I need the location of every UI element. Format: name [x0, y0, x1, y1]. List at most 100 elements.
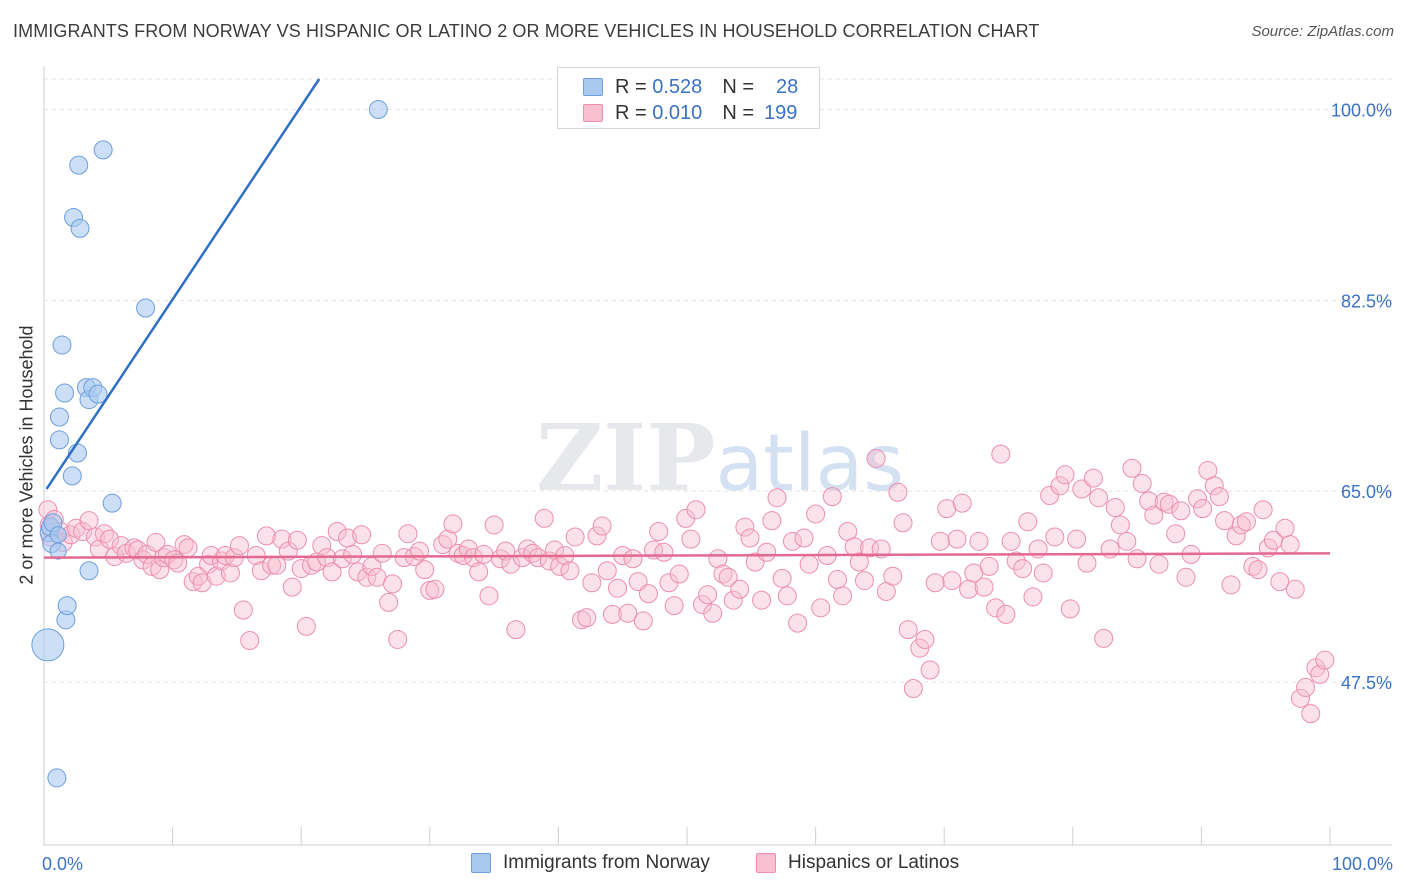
legend-n-value: 199	[764, 101, 798, 124]
data-point-hispanic	[1296, 677, 1316, 697]
data-point-norway	[69, 155, 89, 175]
data-point-hispanic	[681, 529, 701, 549]
data-point-hispanic	[777, 586, 797, 606]
data-point-hispanic	[206, 566, 226, 586]
data-point-hispanic	[974, 577, 994, 597]
y-tick-label: 65.0%	[1341, 482, 1392, 502]
axes	[43, 66, 1392, 846]
data-point-hispanic	[1270, 572, 1290, 592]
data-point-hispanic	[164, 550, 184, 570]
hispanics-series	[38, 444, 1335, 724]
data-point-hispanic	[1176, 567, 1196, 587]
data-point-hispanic	[565, 527, 585, 547]
data-point-hispanic	[822, 487, 842, 507]
data-point-hispanic	[730, 579, 750, 599]
data-point-hispanic	[1139, 491, 1159, 511]
data-point-hispanic	[1023, 587, 1043, 607]
data-point-norway	[55, 383, 75, 403]
data-point-hispanic	[757, 542, 777, 562]
data-point-hispanic	[1253, 500, 1273, 520]
data-point-hispanic	[348, 562, 368, 582]
data-point-hispanic	[272, 529, 292, 549]
data-point-hispanic	[633, 611, 653, 631]
data-point-norway	[102, 493, 122, 513]
data-point-hispanic	[1132, 474, 1152, 494]
data-point-hispanic	[484, 515, 504, 535]
data-point-hispanic	[1045, 527, 1065, 547]
data-point-norway	[79, 561, 99, 581]
data-point-hispanic	[1159, 494, 1179, 514]
data-point-hispanic	[740, 528, 760, 548]
data-point-hispanic	[322, 562, 342, 582]
data-point-hispanic	[925, 573, 945, 593]
data-point-hispanic	[1083, 468, 1103, 488]
data-point-hispanic	[256, 526, 276, 546]
data-point-hispanic	[602, 604, 622, 624]
data-point-hispanic	[352, 525, 372, 545]
data-point-hispanic	[592, 516, 612, 536]
data-point-hispanic	[833, 586, 853, 606]
data-point-hispanic	[587, 526, 607, 546]
data-point-hispanic	[357, 567, 377, 587]
data-point-hispanic	[893, 513, 913, 533]
data-point-hispanic	[910, 638, 930, 658]
y-tick-label: 47.5%	[1341, 673, 1392, 693]
data-point-hispanic	[762, 511, 782, 531]
legend-item-norway[interactable]: Immigrants from Norway	[471, 852, 710, 874]
data-point-norway	[88, 384, 108, 404]
data-point-hispanic	[438, 529, 458, 549]
data-point-hispanic	[915, 629, 935, 649]
data-point-hispanic	[296, 616, 316, 636]
data-point-hispanic	[73, 522, 93, 542]
data-point-hispanic	[1013, 559, 1033, 579]
data-point-hispanic	[1077, 553, 1097, 573]
data-point-hispanic	[597, 561, 617, 581]
data-point-hispanic	[654, 542, 674, 562]
data-point-hispanic	[506, 620, 526, 640]
data-point-hispanic	[903, 679, 923, 699]
chart-title: IMMIGRANTS FROM NORWAY VS HISPANIC OR LA…	[13, 21, 1040, 41]
data-point-hispanic	[991, 444, 1011, 464]
swatch-hispanic	[756, 853, 776, 873]
data-point-hispanic	[735, 517, 755, 537]
data-point-hispanic	[550, 556, 570, 576]
legend-item-hispanic[interactable]: Hispanics or Latinos	[756, 852, 959, 874]
data-point-hispanic	[1226, 526, 1246, 546]
x-tick-label: 100.0%	[1332, 854, 1393, 874]
legend-swatch-norway	[583, 78, 603, 96]
legend-swatch-hispanic	[583, 104, 603, 122]
data-point-hispanic	[433, 535, 453, 555]
data-point-hispanic	[512, 548, 532, 568]
trend-line-hispanic	[43, 552, 1331, 559]
data-point-hispanic	[100, 529, 120, 549]
data-point-hispanic	[788, 613, 808, 633]
data-point-norway	[49, 407, 69, 427]
data-point-hispanic	[1127, 549, 1147, 569]
data-point-hispanic	[1149, 554, 1169, 574]
legend-r-value: 0.010	[652, 101, 703, 124]
data-point-hispanic	[174, 535, 194, 555]
data-point-hispanic	[383, 574, 403, 594]
data-point-hispanic	[1166, 524, 1186, 544]
legend-r-value: 0.528	[652, 75, 703, 98]
data-point-hispanic	[713, 564, 733, 584]
data-point-hispanic	[947, 529, 967, 549]
tick-labels: 47.5% 65.0% 82.5% 100.0% 0.0% 100.0%	[42, 101, 1393, 874]
data-point-hispanic	[649, 522, 669, 542]
data-point-hispanic	[1033, 563, 1053, 583]
data-point-hispanic	[669, 564, 689, 584]
legend-label-hispanic: Hispanics or Latinos	[788, 852, 960, 873]
data-point-hispanic	[233, 600, 253, 620]
data-point-hispanic	[1018, 512, 1038, 532]
data-point-hispanic	[388, 629, 408, 649]
data-point-hispanic	[474, 544, 494, 564]
data-point-hispanic	[332, 549, 352, 569]
data-point-hispanic	[415, 560, 435, 580]
data-point-hispanic	[1060, 599, 1080, 619]
data-point-hispanic	[1310, 664, 1330, 684]
data-point-hispanic	[1248, 560, 1268, 580]
data-point-hispanic	[168, 553, 188, 573]
data-point-hispanic	[577, 608, 597, 628]
data-point-hispanic	[534, 508, 554, 528]
data-point-hispanic	[1236, 512, 1256, 532]
